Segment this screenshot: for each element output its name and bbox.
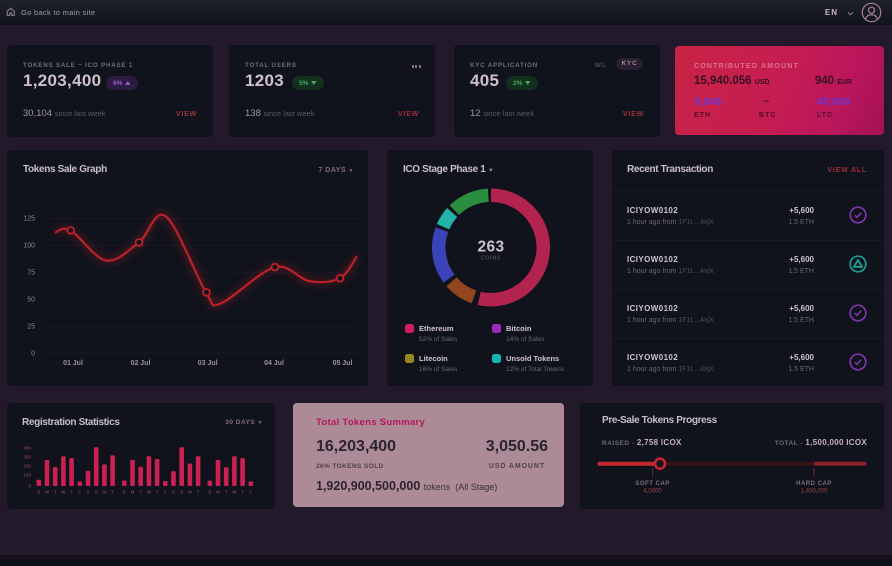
svg-text:T: T [156, 490, 159, 495]
svg-text:F: F [164, 490, 167, 495]
svg-text:200: 200 [23, 464, 31, 469]
svg-text:300: 300 [23, 455, 31, 460]
svg-text:25: 25 [27, 324, 35, 331]
svg-text:S: S [37, 490, 40, 495]
svg-text:263: 263 [477, 239, 504, 256]
svg-text:T: T [241, 490, 244, 495]
svg-text:0: 0 [28, 484, 31, 489]
svg-text:1,400,000: 1,400,000 [801, 489, 828, 495]
svg-text:Litecoin: Litecoin [419, 354, 448, 363]
svg-text:W: W [147, 490, 152, 495]
svg-text:S: S [95, 490, 98, 495]
svg-text:50: 50 [27, 297, 35, 304]
svg-text:100: 100 [23, 473, 31, 478]
svg-text:T: T [139, 490, 142, 495]
svg-text:05 Jul: 05 Jul [333, 360, 353, 367]
svg-text:SOFT CAP: SOFT CAP [635, 481, 669, 487]
svg-text:S: S [86, 490, 89, 495]
svg-text:S: S [172, 490, 175, 495]
svg-text:T: T [111, 490, 114, 495]
svg-text:125: 125 [23, 216, 35, 223]
svg-text:S: S [123, 490, 126, 495]
svg-text:Bitcoin: Bitcoin [506, 324, 532, 333]
svg-text:Ethereum: Ethereum [419, 324, 454, 333]
svg-text:400: 400 [23, 446, 31, 451]
svg-text:04 Jul: 04 Jul [264, 360, 284, 367]
svg-text:M: M [45, 490, 49, 495]
svg-text:F: F [78, 490, 81, 495]
svg-text:12% of Total Tokens: 12% of Total Tokens [506, 366, 565, 373]
svg-text:W: W [61, 490, 66, 495]
svg-text:S: S [180, 490, 183, 495]
svg-text:100: 100 [23, 243, 35, 250]
svg-text:Unsold Tokens: Unsold Tokens [506, 354, 559, 363]
svg-text:14% of Sales: 14% of Sales [506, 336, 545, 343]
svg-text:T: T [225, 490, 228, 495]
svg-text:COINS: COINS [481, 256, 501, 262]
svg-text:F: F [249, 490, 252, 495]
svg-text:M: M [131, 490, 135, 495]
svg-text:03 Jul: 03 Jul [198, 360, 218, 367]
svg-text:75: 75 [27, 270, 35, 277]
svg-text:T: T [54, 490, 57, 495]
svg-text:4,0000: 4,0000 [643, 489, 662, 495]
svg-text:52% of Sales: 52% of Sales [419, 336, 458, 343]
svg-text:16% of Sales: 16% of Sales [419, 366, 458, 373]
svg-text:M: M [103, 490, 107, 495]
svg-text:0: 0 [31, 351, 35, 358]
svg-text:M: M [216, 490, 220, 495]
svg-text:T: T [70, 490, 73, 495]
svg-text:M: M [188, 490, 192, 495]
svg-text:T: T [197, 490, 200, 495]
svg-text:01 Jul: 01 Jul [63, 360, 83, 367]
svg-text:W: W [232, 490, 237, 495]
svg-text:02 Jul: 02 Jul [131, 360, 151, 367]
svg-text:S: S [208, 490, 211, 495]
svg-text:HARD CAP: HARD CAP [796, 481, 832, 487]
